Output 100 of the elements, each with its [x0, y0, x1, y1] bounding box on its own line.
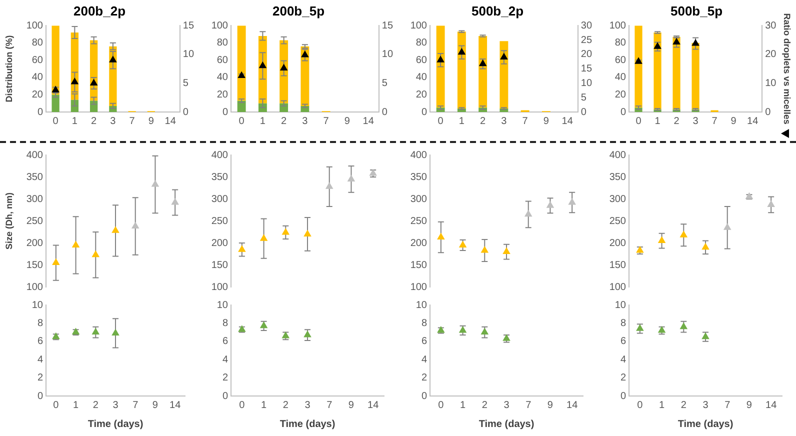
x-tick-label: 1 — [73, 400, 80, 411]
y-tick-label: 100 — [26, 282, 44, 293]
x-tick-label: 9 — [152, 400, 158, 411]
y-tick-label: 20 — [32, 89, 44, 100]
y-tick-label: 100 — [211, 282, 228, 293]
y-tick-label: 300 — [410, 194, 428, 205]
y2-tick-label: 10 — [765, 78, 777, 89]
x-tick-label: 9 — [746, 400, 752, 411]
y-tick-label: 6 — [421, 336, 428, 348]
y-tick-label: 10 — [416, 300, 428, 311]
x-tick-label: 2 — [482, 400, 488, 411]
x-tick-label: 2 — [480, 116, 486, 127]
x-tick-label: 9 — [543, 116, 550, 127]
chart-title: 200b_2p — [73, 3, 126, 18]
y-tick-label: 4 — [37, 354, 44, 366]
x-tick-label: 14 — [170, 400, 182, 411]
x-tick-label: 1 — [659, 400, 666, 411]
x-tick-label: 1 — [458, 116, 465, 127]
y-tick-label: 200 — [410, 238, 428, 249]
y2-tick-label: 0 — [382, 106, 388, 118]
y-tick-label: 80 — [614, 38, 626, 49]
y-tick-label: 20 — [216, 89, 228, 100]
y-tick-label: 350 — [609, 172, 626, 183]
y-tick-label: 6 — [620, 336, 626, 348]
y-axis-title: Distribution (%) — [4, 35, 14, 102]
y-tick-label: 250 — [410, 216, 428, 227]
y-tick-label: 80 — [416, 38, 428, 49]
x-axis-title: Time (days) — [88, 418, 144, 430]
x-axis-title: Time (days) — [280, 418, 336, 430]
x-tick-label: 1 — [460, 400, 466, 411]
y-tick-label: 200 — [609, 238, 626, 249]
y-tick-label: 8 — [620, 318, 626, 329]
x-tick-label: 9 — [730, 116, 737, 127]
y-tick-label: 60 — [32, 54, 44, 66]
y-tick-label: 60 — [614, 54, 626, 66]
y-tick-label: 100 — [410, 20, 428, 32]
y-tick-label: 40 — [614, 72, 626, 84]
y-tick-label: 100 — [410, 282, 428, 293]
y2-tick-label: 10 — [182, 49, 194, 60]
y-tick-label: 10 — [32, 300, 44, 311]
y-tick-label: 250 — [609, 216, 626, 227]
x-tick-label: 14 — [562, 116, 574, 127]
y-tick-label: 400 — [211, 150, 228, 161]
x-tick-label: 3 — [112, 400, 119, 411]
y2-tick-label: 30 — [580, 20, 592, 32]
y-tick-label: 8 — [37, 318, 44, 329]
y2-tick-label: 0 — [580, 106, 587, 118]
x-tick-label: 7 — [712, 116, 718, 127]
y-tick-label: 250 — [26, 216, 44, 227]
x-tick-label: 7 — [522, 116, 528, 127]
x-tick-label: 0 — [636, 116, 642, 127]
y2-tick-label: 15 — [382, 20, 394, 32]
y-tick-label: 10 — [216, 300, 228, 311]
x-tick-label: 3 — [110, 116, 116, 127]
y-tick-label: 0 — [222, 390, 228, 402]
chart-title: 500b_5p — [670, 3, 723, 18]
y-tick-label: 2 — [222, 372, 228, 384]
x-tick-label: 7 — [323, 116, 330, 127]
x-tick-label: 1 — [654, 116, 661, 127]
y-tick-label: 400 — [26, 150, 44, 161]
y-tick-label: 0 — [222, 106, 228, 118]
y-tick-label: 4 — [222, 354, 228, 366]
y-tick-label: 300 — [211, 194, 228, 205]
x-tick-label: 0 — [239, 400, 246, 411]
chart-title: 200b_5p — [272, 3, 325, 18]
y-tick-label: 400 — [609, 150, 626, 161]
x-tick-label: 1 — [261, 400, 268, 411]
y-tick-label: 60 — [216, 54, 228, 66]
x-tick-label: 3 — [501, 116, 508, 127]
x-tick-label: 0 — [238, 116, 245, 127]
y2-tick-label: 20 — [765, 49, 777, 60]
x-tick-label: 2 — [674, 116, 680, 127]
x-tick-label: 2 — [680, 400, 687, 411]
x-tick-label: 2 — [92, 400, 99, 411]
y-tick-label: 0 — [37, 390, 44, 402]
y-tick-label: 150 — [410, 260, 428, 271]
y-tick-label: 4 — [421, 354, 428, 366]
y-tick-label: 0 — [421, 106, 428, 118]
x-tick-label: 0 — [637, 400, 644, 411]
y2-tick-label: 20 — [580, 49, 592, 60]
y2-tick-label: 15 — [182, 20, 194, 32]
y-tick-label: 8 — [421, 318, 428, 329]
x-tick-label: 7 — [724, 400, 731, 411]
y-tick-label: 2 — [37, 372, 44, 384]
y-tick-label: 350 — [211, 172, 228, 183]
x-tick-label: 14 — [362, 116, 374, 127]
x-tick-label: 2 — [91, 116, 98, 127]
x-tick-label: 9 — [344, 116, 350, 127]
y-tick-label: 20 — [614, 89, 626, 100]
x-tick-label: 0 — [52, 116, 59, 127]
y-tick-label: 300 — [26, 194, 44, 205]
y2-tick-label: 25 — [580, 34, 592, 46]
y2-axis-title: Ratio droplets vs micelles — [782, 13, 792, 124]
x-tick-label: 3 — [304, 400, 311, 411]
y-tick-label: 40 — [32, 72, 44, 84]
y-tick-label: 350 — [410, 172, 428, 183]
y-tick-label: 300 — [609, 194, 626, 205]
y2-tick-label: 0 — [182, 106, 189, 118]
y-tick-label: 80 — [32, 38, 44, 49]
y-tick-label: 350 — [26, 172, 44, 183]
